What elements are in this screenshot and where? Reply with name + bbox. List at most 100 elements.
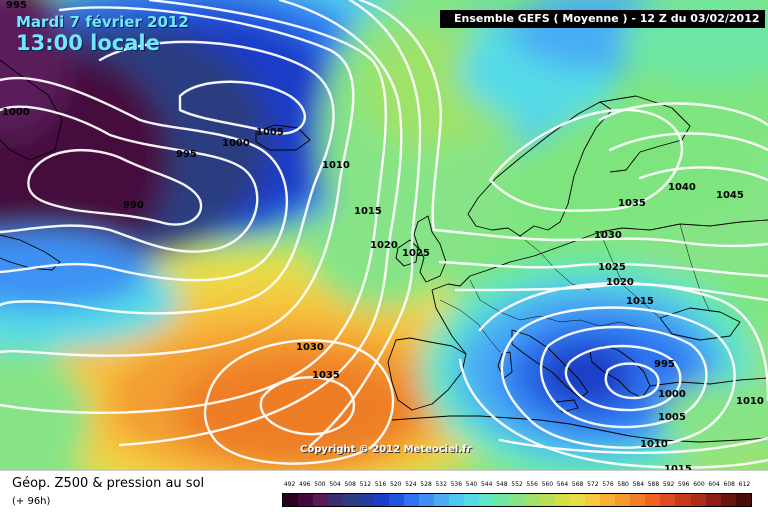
colorbar-tick-label: 528 bbox=[420, 481, 432, 488]
isobar-label: 1015 bbox=[664, 464, 692, 470]
colorbar-swatch bbox=[720, 494, 736, 506]
colorbar-swatch bbox=[283, 494, 299, 506]
colorbar-tick-label: 560 bbox=[541, 481, 554, 488]
colorbar-swatch bbox=[584, 494, 600, 506]
colorbar-swatch bbox=[524, 494, 540, 506]
colorbar-swatch bbox=[554, 494, 570, 506]
colorbar-tick-label: 552 bbox=[511, 481, 523, 488]
weather-map: 995 1000 1005 995 1000 1010 990 1015 102… bbox=[0, 0, 768, 470]
isobar-label: 1045 bbox=[716, 190, 744, 201]
isobar-label: 995 bbox=[654, 359, 675, 370]
geopotential-map-svg: 995 1000 1005 995 1000 1010 990 1015 102… bbox=[0, 0, 768, 470]
isobars bbox=[0, 0, 768, 469]
colorbar-swatch bbox=[630, 494, 646, 506]
colorbar-tick-label: 544 bbox=[480, 481, 493, 488]
colorbar-tick-label: 548 bbox=[496, 481, 508, 488]
isobar-label: 1010 bbox=[736, 396, 764, 407]
colorbar-swatch bbox=[449, 494, 465, 506]
colorbar-swatch bbox=[464, 494, 480, 506]
colorbar-tick-label: 492 bbox=[283, 481, 296, 488]
colorbar-tick-label: 516 bbox=[374, 481, 387, 488]
colorbar-tick-label: 532 bbox=[435, 481, 447, 488]
colorbar-swatch bbox=[313, 494, 329, 506]
isobar-label: 1000 bbox=[222, 138, 250, 149]
colorbar-tick-label: 576 bbox=[602, 481, 614, 488]
colorbar-tick-label: 520 bbox=[389, 481, 402, 488]
isobar-label: 1020 bbox=[370, 240, 398, 251]
colorbar-tick-label: 588 bbox=[647, 481, 660, 488]
copyright-notice: Copyright © 2012 Meteociel.fr bbox=[300, 444, 472, 455]
colorbar-tick-label: 512 bbox=[359, 481, 372, 488]
isobar-label: 1005 bbox=[658, 412, 686, 423]
colorbar-labels: 492 496 500 504 508 512 516 520 524 528 532 536 540 5… bbox=[282, 481, 752, 491]
isobar-label: 1030 bbox=[296, 342, 324, 353]
colorbar-swatch bbox=[690, 494, 706, 506]
colorbar-swatch bbox=[645, 494, 661, 506]
colorbar-swatch bbox=[298, 494, 314, 506]
isobar-label: 1030 bbox=[594, 230, 622, 241]
isobar-label: 995 bbox=[6, 0, 27, 11]
colorbar-swatch bbox=[328, 494, 344, 506]
isobar-label: 990 bbox=[123, 200, 144, 211]
isobar-label: 1010 bbox=[640, 439, 668, 450]
colorbar-swatch bbox=[705, 494, 721, 506]
isobar-label: 1025 bbox=[598, 262, 626, 273]
colorbar-swatch bbox=[418, 494, 434, 506]
colorbar-swatch bbox=[539, 494, 555, 506]
isobar-label: 1010 bbox=[322, 160, 350, 171]
colorbar-tick-label: 524 bbox=[405, 481, 417, 488]
colorbar-swatch bbox=[615, 494, 631, 506]
colorbar-tick-label: 500 bbox=[314, 481, 326, 488]
colorbar-swatch bbox=[660, 494, 676, 506]
isobar-label: 1025 bbox=[402, 248, 430, 259]
colorbar-swatches bbox=[282, 493, 752, 507]
colorbar-tick-label: 572 bbox=[587, 481, 599, 488]
colorbar-swatch bbox=[599, 494, 616, 506]
colorbar-tick-label: 556 bbox=[526, 481, 538, 488]
colorbar-swatch bbox=[343, 494, 359, 506]
colorbar-swatch bbox=[735, 494, 751, 506]
isobar-label: 1035 bbox=[312, 370, 340, 381]
forecast-date: Mardi 7 février 2012 bbox=[16, 13, 189, 31]
colorbar-swatch bbox=[569, 494, 585, 506]
colorbar-tick-label: 504 bbox=[329, 481, 341, 488]
colorbar-tick-label: 564 bbox=[556, 481, 569, 488]
forecast-local-time: 13:00 locale bbox=[16, 31, 160, 55]
z500-colorbar: 492 496 500 504 508 512 516 520 524 528 532 536 540 5… bbox=[282, 481, 752, 509]
colorbar-tick-label: 608 bbox=[723, 481, 735, 488]
colorbar-swatch bbox=[373, 494, 389, 506]
isobar-label: 1015 bbox=[626, 296, 654, 307]
colorbar-tick-label: 496 bbox=[299, 481, 311, 488]
colorbar-swatch bbox=[403, 494, 419, 506]
colorbar-tick-label: 540 bbox=[465, 481, 478, 488]
colorbar-tick-label: 604 bbox=[708, 481, 720, 488]
legend-bar: Géop. Z500 & pression au sol (+ 96h) 492… bbox=[0, 470, 768, 512]
colorbar-swatch bbox=[509, 494, 525, 506]
isobar-labels: 995 1000 1005 995 1000 1010 990 1015 102… bbox=[2, 0, 764, 470]
colorbar-tick-label: 536 bbox=[450, 481, 463, 488]
colorbar-tick-label: 592 bbox=[662, 481, 675, 488]
isobar-label: 1000 bbox=[2, 107, 30, 118]
isobar-label: 1020 bbox=[606, 277, 634, 288]
colorbar-tick-label: 600 bbox=[693, 481, 705, 488]
product-title: Géop. Z500 & pression au sol bbox=[12, 476, 205, 491]
isobar-label: 1015 bbox=[354, 206, 382, 217]
isobar-label: 1000 bbox=[658, 389, 686, 400]
colorbar-swatch bbox=[494, 494, 510, 506]
colorbar-tick-label: 508 bbox=[344, 481, 356, 488]
colorbar-tick-label: 584 bbox=[632, 481, 645, 488]
colorbar-swatch bbox=[479, 494, 495, 506]
colorbar-swatch bbox=[358, 494, 374, 506]
model-run-header: Ensemble GEFS ( Moyenne ) - 12 Z du 03/0… bbox=[440, 10, 765, 28]
colorbar-swatch bbox=[388, 494, 404, 506]
isobar-label: 1040 bbox=[668, 182, 696, 193]
colorbar-tick-label: 596 bbox=[678, 481, 690, 488]
isobar-label: 995 bbox=[176, 149, 197, 160]
colorbar-swatch bbox=[675, 494, 691, 506]
colorbar-tick-label: 612 bbox=[738, 481, 751, 488]
colorbar-tick-label: 580 bbox=[617, 481, 629, 488]
colorbar-tick-label: 568 bbox=[571, 481, 584, 488]
colorbar-swatch bbox=[433, 494, 450, 506]
isobar-label: 1005 bbox=[256, 127, 284, 138]
lead-time: (+ 96h) bbox=[12, 496, 51, 507]
